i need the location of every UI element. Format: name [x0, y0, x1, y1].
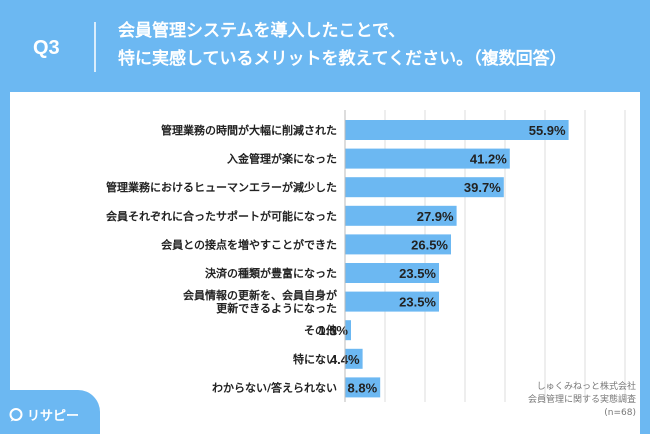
- data-label: 1.5%: [318, 323, 348, 338]
- brand-logo: リサピー: [8, 405, 79, 424]
- category-label: 会員との接点を増やすことができた: [161, 237, 337, 251]
- bar: [345, 348, 363, 369]
- data-label: 27.9%: [417, 209, 454, 224]
- data-label: 8.8%: [348, 380, 378, 395]
- question-number: Q3: [33, 37, 60, 59]
- data-label: 39.7%: [464, 180, 501, 195]
- category-label: 更新できるようになった: [216, 301, 337, 315]
- bar: [345, 320, 351, 341]
- bar: [345, 377, 381, 398]
- source-company: しゅくみねっと株式会社: [536, 382, 636, 392]
- bar: [345, 291, 439, 312]
- data-label: 41.2%: [470, 152, 507, 167]
- category-label: 会員情報の更新を、会員自身が: [183, 288, 337, 302]
- question-title-line2: 特に実感しているメリットを教えてください。（複数回答）: [118, 49, 567, 69]
- speech-bubble-icon: [9, 407, 23, 421]
- bar: [345, 263, 439, 283]
- chart-panel: 55.9% 管理業務の時間が大幅に削減された 41.2% 入金管理が楽になった 39.7…: [10, 92, 640, 434]
- data-label: 26.5%: [411, 237, 448, 252]
- data-label: 23.5%: [399, 295, 436, 310]
- category-label: 管理業務におけるヒューマンエラーが減少した: [106, 180, 337, 194]
- data-label: 55.9%: [529, 123, 566, 138]
- category-label: 管理業務の時間が大幅に削減された: [161, 123, 337, 137]
- source-note: しゅくみねっと株式会社 会員管理に関する実態調査 (n=68): [436, 381, 636, 420]
- category-label: 会員それぞれに合ったサポートが可能になった: [106, 209, 337, 223]
- bar: [345, 205, 457, 226]
- bar: [345, 148, 510, 169]
- bar-chart: 55.9% 管理業務の時間が大幅に削減された 41.2% 入金管理が楽になった 39.7…: [106, 110, 626, 402]
- question-title: 会員管理システムを導入したことで、 特に実感しているメリットを教えてください。（…: [118, 17, 638, 73]
- question-header: Q3 会員管理システムを導入したことで、 特に実感しているメリットを教えてくださ…: [0, 0, 650, 92]
- source-survey: 会員管理に関する実態調査: [527, 395, 636, 405]
- brand-logo-text: リサピー: [27, 409, 80, 424]
- question-title-line1: 会員管理システムを導入したことで、: [118, 21, 406, 41]
- bar: [345, 234, 451, 255]
- category-label: 決済の種類が豊富になった: [205, 266, 337, 280]
- category-label: その他: [304, 323, 337, 337]
- bar: [345, 120, 569, 140]
- category-label: 入金管理が楽になった: [227, 152, 337, 166]
- logo-background: [0, 390, 100, 434]
- header-divider: [94, 22, 96, 72]
- category-label: わからない/答えられない: [212, 380, 337, 394]
- category-label: 特にない: [293, 352, 337, 366]
- source-sample-size: (n=68): [604, 408, 636, 418]
- bar: [345, 177, 504, 198]
- data-label: 23.5%: [399, 266, 436, 281]
